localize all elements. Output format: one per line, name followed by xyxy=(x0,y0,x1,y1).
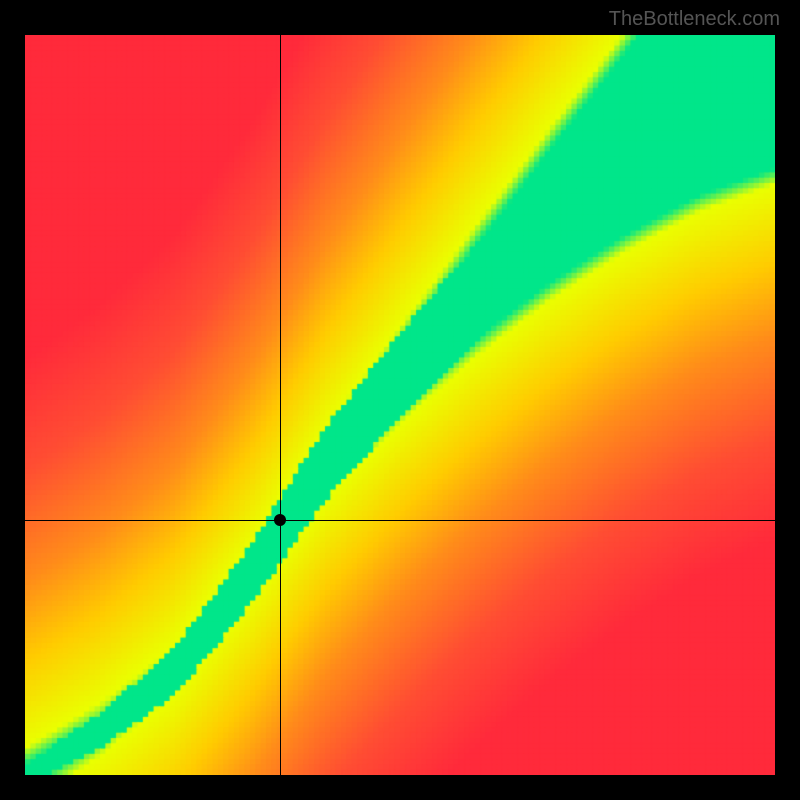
crosshair-vertical xyxy=(280,35,281,775)
bottleneck-heatmap xyxy=(25,35,775,775)
watermark: TheBottleneck.com xyxy=(609,8,780,31)
crosshair-horizontal xyxy=(25,520,775,521)
crosshair-marker xyxy=(274,514,286,526)
heatmap-canvas xyxy=(25,35,775,775)
